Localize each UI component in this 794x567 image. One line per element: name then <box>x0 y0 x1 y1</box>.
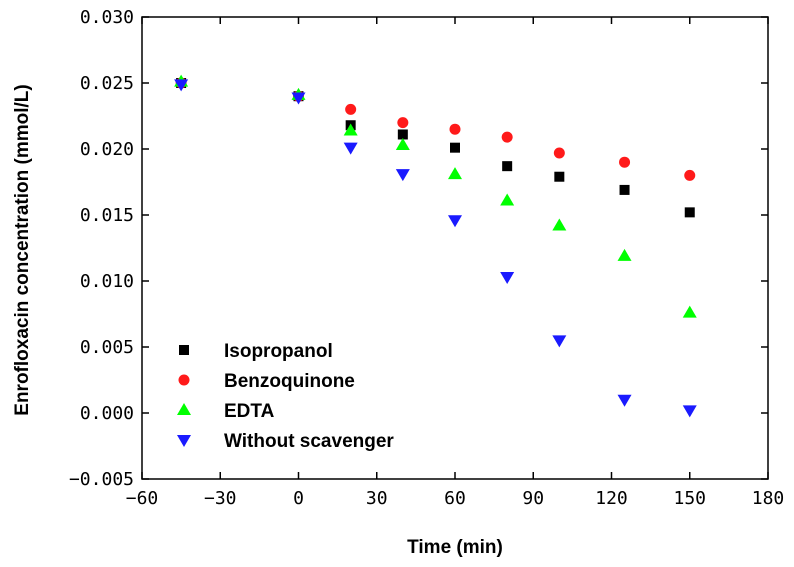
legend-label: Benzoquinone <box>224 371 355 392</box>
x-tick-label: 30 <box>366 488 388 509</box>
data-point <box>617 248 632 261</box>
legend: Isopropanol Benzoquinone EDTA Without scave… <box>177 341 394 452</box>
data-point <box>450 142 460 153</box>
data-point <box>501 131 513 143</box>
data-point <box>345 103 357 115</box>
legend-marker <box>177 435 191 447</box>
legend-label: EDTA <box>224 401 275 422</box>
data-point <box>619 156 631 168</box>
data-point <box>397 129 408 140</box>
data-point <box>552 218 567 231</box>
data-points <box>174 74 697 418</box>
data-point <box>554 171 565 182</box>
y-axis-title: Enrofloxacin concentration (mmol/L) <box>12 84 33 415</box>
data-point <box>343 123 358 136</box>
x-tick-label: 60 <box>444 488 466 509</box>
y-tick-label: 0.030 <box>80 7 134 28</box>
data-point <box>343 142 358 155</box>
data-point <box>552 335 567 348</box>
data-point <box>449 123 461 135</box>
x-tick-label: −30 <box>204 488 237 509</box>
data-point <box>174 79 189 92</box>
data-point <box>553 147 565 159</box>
series-benzoquinone <box>175 77 696 181</box>
y-tick-label: −0.005 <box>69 469 134 490</box>
y-tick-label: 0.015 <box>80 205 134 226</box>
legend-marker <box>178 374 190 386</box>
ticks: −60 −30 0 30 60 90 120 150 180 −0.005 0.000 0.005 0.… <box>69 7 784 509</box>
data-point <box>682 305 697 318</box>
y-tick-label: 0.025 <box>80 73 134 94</box>
data-point <box>291 92 306 105</box>
legend-label: Isopropanol <box>224 341 333 362</box>
legend-label: Without scavenger <box>224 431 394 452</box>
data-point <box>682 405 697 418</box>
data-point <box>502 161 513 172</box>
x-tick-label: 180 <box>752 488 785 509</box>
data-point <box>397 117 409 129</box>
data-point <box>500 272 515 285</box>
x-tick-label: −60 <box>126 488 159 509</box>
legend-marker <box>177 403 191 415</box>
y-tick-label: 0.010 <box>80 271 134 292</box>
data-point <box>448 167 462 180</box>
x-axis-title: Time (min) <box>407 537 503 558</box>
y-tick-label: 0.005 <box>80 337 134 358</box>
data-point <box>500 193 515 206</box>
data-point <box>619 184 630 195</box>
data-point <box>448 215 462 228</box>
series-isopropanol <box>176 78 695 218</box>
legend-marker <box>179 345 189 355</box>
y-tick-label: 0.020 <box>80 139 134 160</box>
y-tick-label: 0.000 <box>80 403 134 424</box>
x-tick-label: 0 <box>293 488 304 509</box>
data-point <box>684 207 695 218</box>
x-tick-label: 150 <box>673 488 706 509</box>
data-point <box>617 394 632 407</box>
x-tick-label: 90 <box>522 488 544 509</box>
series-without-scavenger <box>174 79 697 418</box>
series-edta <box>174 74 697 318</box>
data-point <box>395 138 410 151</box>
x-tick-label: 120 <box>595 488 628 509</box>
data-point <box>684 169 696 181</box>
data-point <box>395 169 410 182</box>
